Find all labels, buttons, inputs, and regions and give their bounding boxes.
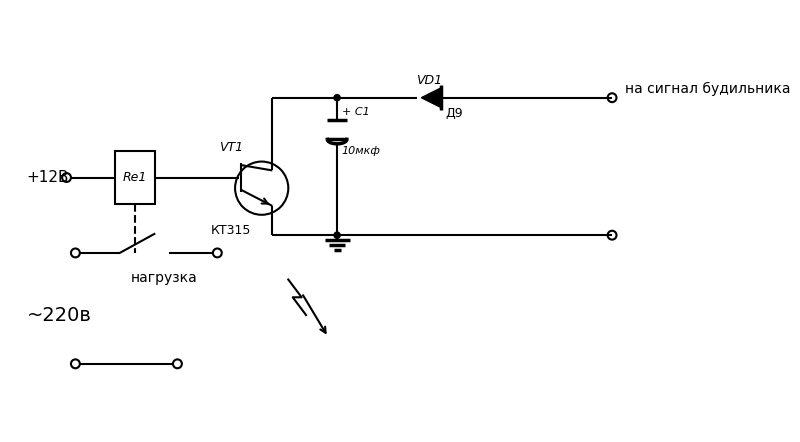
- Text: VD1: VD1: [416, 74, 442, 87]
- Text: КТ315: КТ315: [210, 224, 251, 236]
- Polygon shape: [422, 88, 441, 107]
- Text: нагрузка: нагрузка: [130, 271, 198, 285]
- Bar: [115, 151, 155, 204]
- Text: Re1: Re1: [123, 171, 147, 184]
- Text: ~220в: ~220в: [26, 305, 91, 324]
- Circle shape: [334, 232, 340, 238]
- Text: Д9: Д9: [446, 107, 463, 120]
- Text: + C1: + C1: [342, 107, 370, 117]
- Text: VT1: VT1: [218, 141, 242, 154]
- Text: на сигнал будильника: на сигнал будильника: [626, 82, 791, 96]
- Circle shape: [334, 95, 340, 101]
- Text: 10мкф: 10мкф: [342, 146, 380, 156]
- Text: +12В: +12В: [26, 170, 69, 185]
